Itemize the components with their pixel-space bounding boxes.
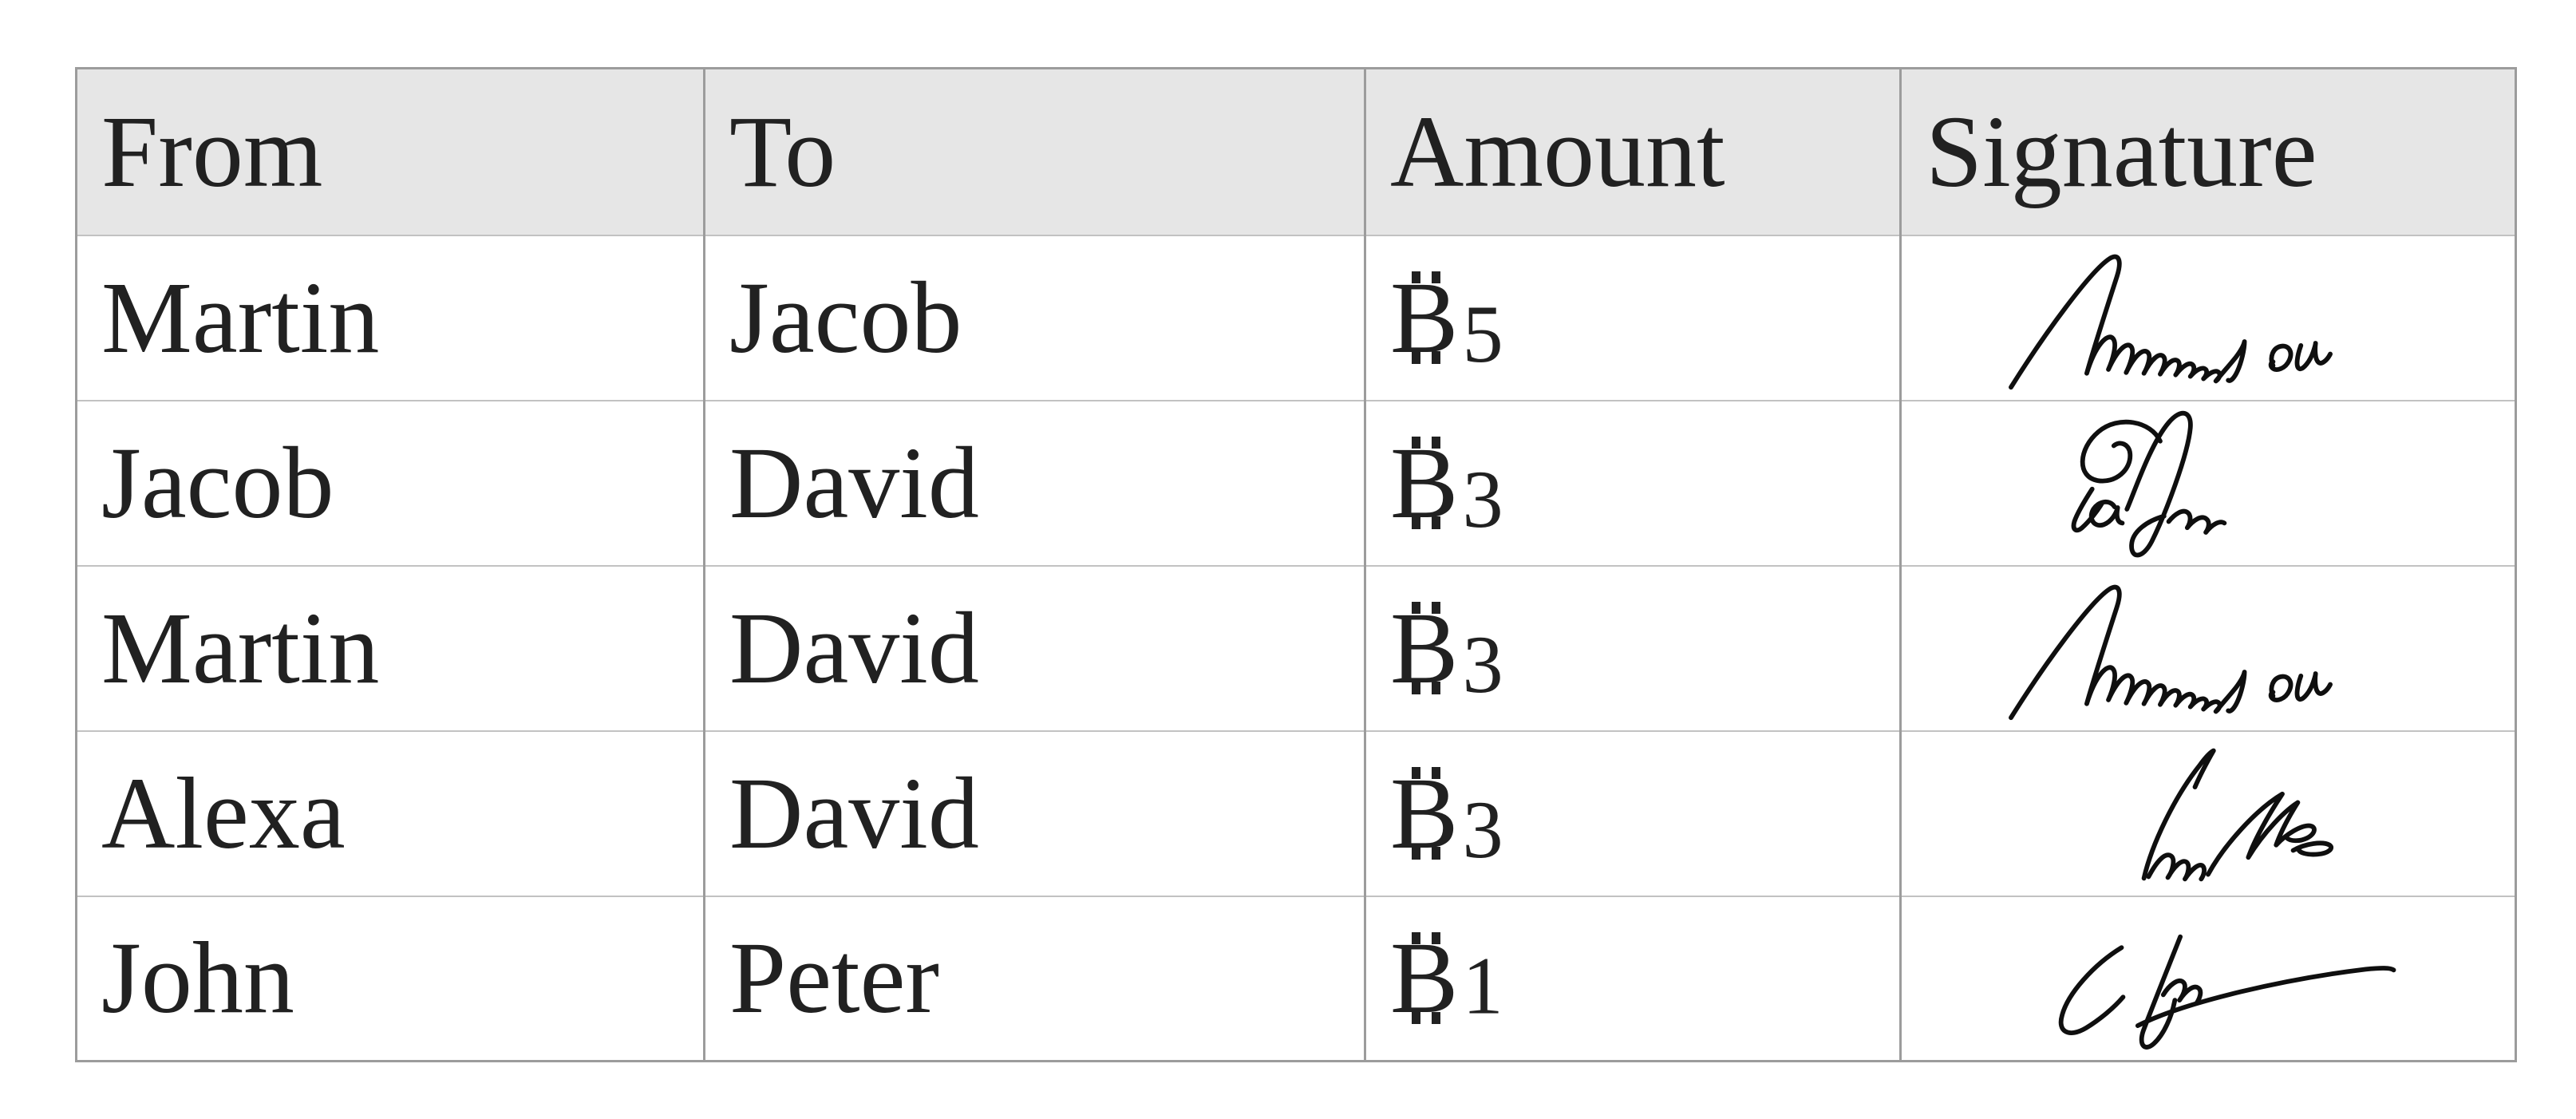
- cell-signature: [1899, 399, 2517, 567]
- header-row: From To Amount Signature: [75, 67, 2517, 236]
- to-value: David: [729, 425, 979, 540]
- cell-amount: B5: [1364, 234, 1902, 401]
- bitcoin-sign-icon: B: [1390, 425, 1459, 540]
- cell-to: Peter: [703, 895, 1366, 1062]
- amount-value: 1: [1462, 941, 1503, 1032]
- table-row: Jacob David B3: [75, 399, 2517, 567]
- amount-value: 5: [1462, 289, 1503, 380]
- cell-from: Jacob: [75, 399, 705, 567]
- signature-alexa: [1961, 734, 2455, 892]
- cell-amount: B1: [1364, 895, 1902, 1062]
- table-row: Martin David B3: [75, 564, 2517, 732]
- table-row: Alexa David B3: [75, 730, 2517, 897]
- header-amount: Amount: [1364, 67, 1902, 236]
- cell-from: Alexa: [75, 730, 705, 897]
- table-row: John Peter B1: [75, 895, 2517, 1062]
- to-value: David: [729, 591, 979, 705]
- signature-jacob: [1961, 404, 2455, 562]
- amount-value: 3: [1462, 454, 1503, 545]
- cell-to: David: [703, 564, 1366, 732]
- signature-john: [1961, 900, 2455, 1058]
- cell-from: Martin: [75, 564, 705, 732]
- from-value: Martin: [101, 260, 380, 374]
- from-value: Martin: [101, 591, 380, 705]
- bitcoin-sign-icon: B: [1390, 921, 1459, 1035]
- cell-amount: B3: [1364, 564, 1902, 732]
- cell-from: Martin: [75, 234, 705, 401]
- amount-value: 3: [1462, 619, 1503, 710]
- to-value: Jacob: [729, 260, 962, 374]
- to-value: David: [729, 756, 979, 870]
- header-to: To: [703, 67, 1366, 236]
- cell-signature: [1899, 564, 2517, 732]
- to-value: Peter: [729, 921, 939, 1035]
- cell-signature: [1899, 895, 2517, 1062]
- cell-from: John: [75, 895, 705, 1062]
- cell-to: David: [703, 730, 1366, 897]
- cell-signature: [1899, 730, 2517, 897]
- from-value: John: [101, 921, 294, 1035]
- cell-amount: B3: [1364, 399, 1902, 567]
- cell-signature: [1899, 234, 2517, 401]
- from-value: Alexa: [101, 756, 346, 870]
- header-signature: Signature: [1899, 67, 2517, 236]
- header-from: From: [75, 67, 705, 236]
- from-value: Jacob: [101, 425, 334, 540]
- table-row: Martin Jacob B5: [75, 234, 2517, 401]
- bitcoin-sign-icon: B: [1390, 591, 1459, 705]
- bitcoin-sign-icon: B: [1390, 756, 1459, 870]
- signature-martin: [1961, 569, 2455, 727]
- cell-to: Jacob: [703, 234, 1366, 401]
- cell-to: David: [703, 399, 1366, 567]
- signature-martin: [1961, 239, 2455, 397]
- cell-amount: B3: [1364, 730, 1902, 897]
- bitcoin-sign-icon: B: [1390, 260, 1459, 374]
- amount-value: 3: [1462, 785, 1503, 876]
- transactions-table: From To Amount Signature Martin Jacob B5…: [75, 67, 2517, 1062]
